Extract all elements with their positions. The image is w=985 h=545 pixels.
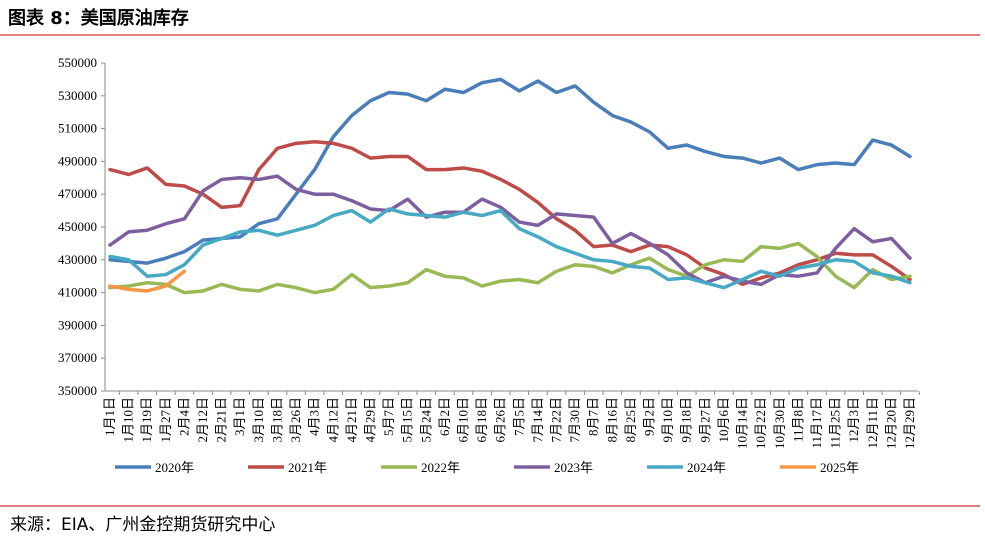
x-tick-label: 8月7日 <box>586 397 601 436</box>
x-tick-label: 1月10日 <box>121 397 136 443</box>
x-tick-label: 4月12日 <box>325 397 340 443</box>
series-line <box>108 241 912 295</box>
y-tick-label: 510000 <box>58 121 97 136</box>
legend-label: 2022年 <box>421 460 460 475</box>
x-tick-label: 11月25日 <box>828 397 843 449</box>
x-tick-label: 7月14日 <box>530 397 545 443</box>
legend-label: 2025年 <box>820 460 859 475</box>
y-tick-label: 470000 <box>58 186 97 201</box>
x-tick-label: 8月25日 <box>623 397 638 443</box>
x-tick-label: 6月10日 <box>455 397 470 443</box>
source: 来源：EIA、广州金控期货研究中心 <box>10 515 275 535</box>
x-tick-label: 5月24日 <box>418 397 433 443</box>
y-tick-label: 450000 <box>58 219 97 234</box>
y-tick-label: 430000 <box>58 252 97 267</box>
series-line <box>108 269 187 293</box>
x-tick-label: 11月8日 <box>790 397 805 442</box>
x-tick-label: 3月10日 <box>251 397 266 443</box>
x-tick-label: 10月22日 <box>753 397 768 449</box>
legend-label: 2024年 <box>687 460 726 475</box>
x-tick-label: 9月2日 <box>642 397 657 436</box>
x-tick-label: 3月26日 <box>288 397 303 443</box>
x-tick-label: 6月26日 <box>493 397 508 443</box>
x-tick-label: 5月7日 <box>381 397 396 436</box>
x-tick-label: 7月22日 <box>549 397 564 443</box>
series-line <box>108 207 912 290</box>
x-tick-label: 10月30日 <box>772 397 787 449</box>
x-tick-label: 12月3日 <box>846 397 861 443</box>
y-tick-label: 390000 <box>58 317 97 332</box>
x-tick-label: 6月18日 <box>474 397 489 443</box>
x-tick-label: 10月14日 <box>735 397 750 449</box>
x-tick-label: 1月27日 <box>158 397 173 443</box>
x-tick-label: 12月20日 <box>883 397 898 449</box>
y-tick-label: 350000 <box>58 383 97 398</box>
x-tick-label: 12月29日 <box>902 397 917 449</box>
chart-title: 图表 8：美国原油库存 <box>8 7 189 29</box>
x-tick-label: 11月17日 <box>809 397 824 449</box>
x-tick-label: 1月1日 <box>102 397 117 436</box>
x-tick-label: 5月15日 <box>400 397 415 443</box>
x-tick-label: 4月3日 <box>307 397 322 436</box>
legend-label: 2020年 <box>155 460 194 475</box>
x-tick-label: 1月19日 <box>139 397 154 443</box>
x-tick-label: 4月21日 <box>344 397 359 443</box>
x-tick-label: 4月29日 <box>362 397 377 443</box>
x-tick-label: 6月2日 <box>437 397 452 436</box>
x-tick-label: 10月6日 <box>716 397 731 443</box>
x-tick-label: 7月30日 <box>567 397 582 443</box>
legend-label: 2023年 <box>554 460 593 475</box>
x-tick-label: 3月18日 <box>269 397 284 443</box>
y-tick-label: 550000 <box>58 55 97 70</box>
y-tick-label: 490000 <box>58 153 97 168</box>
x-tick-label: 12月11日 <box>865 397 880 449</box>
x-tick-label: 2月4日 <box>176 397 191 436</box>
x-tick-label: 8月16日 <box>604 397 619 443</box>
x-tick-label: 2月21日 <box>214 397 229 443</box>
x-tick-label: 2月12日 <box>195 397 210 443</box>
series-line <box>108 77 912 265</box>
x-tick-label: 9月10日 <box>660 397 675 443</box>
y-tick-label: 410000 <box>58 285 97 300</box>
y-tick-label: 370000 <box>58 350 97 365</box>
x-tick-label: 9月18日 <box>679 397 694 443</box>
legend-label: 2021年 <box>288 460 327 475</box>
x-tick-label: 9月27日 <box>697 397 712 443</box>
x-tick-label: 3月1日 <box>232 397 247 436</box>
y-tick-label: 530000 <box>58 88 97 103</box>
x-tick-label: 7月5日 <box>511 397 526 436</box>
